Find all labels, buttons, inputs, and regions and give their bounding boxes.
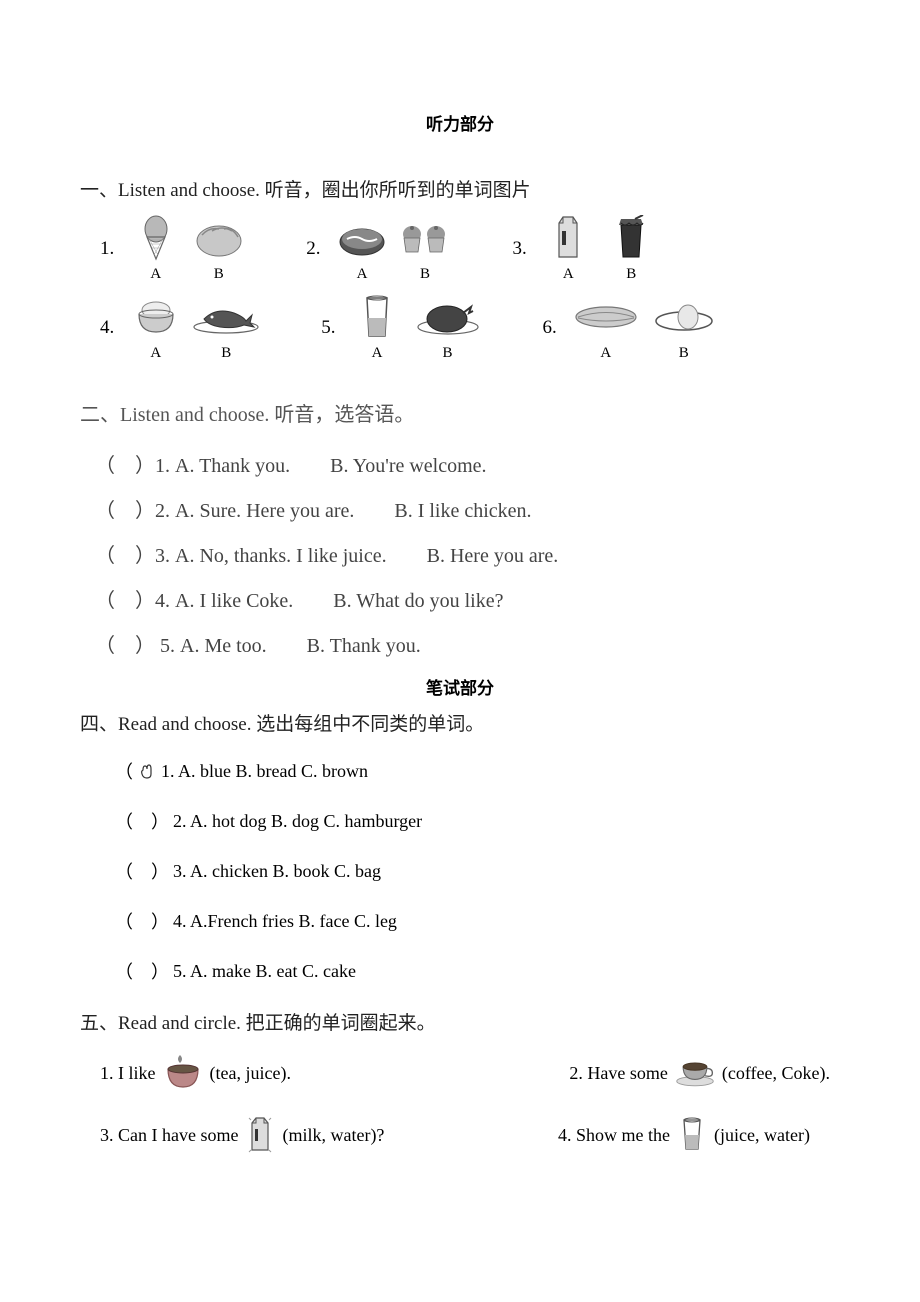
q4-b-label: B — [221, 345, 231, 362]
s5-2-post: (coffee, Coke). — [722, 1063, 830, 1084]
s4-2-text: 2. A. hot dog B. dog C. hamburger — [173, 811, 422, 832]
q6-num: 6. — [543, 317, 557, 339]
q1-a: A — [128, 214, 183, 283]
q4-group: 4. A B — [100, 293, 261, 362]
s4-3-text: 3. A. chicken B. book C. bag — [173, 861, 381, 882]
section4-header: 四、Read and choose. 选出每组中不同类的单词。 — [80, 709, 840, 736]
s2-item2: （ ）2. A. Sure. Here you are. B. I like c… — [80, 494, 840, 523]
q2-num: 2. — [306, 238, 320, 260]
s4-item3: （ ） 3. A. chicken B. book C. bag — [80, 858, 840, 884]
coke-icon — [604, 214, 659, 262]
s4-5-text: 5. A. make B. eat C. cake — [173, 961, 356, 982]
q3-a-label: A — [563, 266, 574, 283]
q6-b-label: B — [679, 345, 689, 362]
q5-b: B — [413, 293, 483, 362]
q4-b: B — [191, 293, 261, 362]
s4-3-pre: （ ） — [115, 858, 169, 884]
s2-item3: （ ）3. A. No, thanks. I like juice. B. He… — [80, 539, 840, 568]
s4-4-pre: （ ） — [115, 908, 169, 934]
coffee-icon — [674, 1053, 716, 1093]
q4-a-label: A — [150, 345, 161, 362]
chicken-icon — [413, 293, 483, 341]
s5-4-post: (juice, water) — [714, 1125, 810, 1146]
s5-4-pre: 4. Show me the — [558, 1125, 670, 1146]
q6-a: A — [571, 293, 641, 362]
s4-item5: （ ） 5. A. make B. eat C. cake — [80, 958, 840, 984]
s5-item3: 3. Can I have some (milk, water)? — [100, 1117, 384, 1153]
q2-b: B — [398, 214, 453, 283]
s5-item2: 2. Have some (coffee, Coke). — [569, 1053, 830, 1093]
q3-num: 3. — [513, 238, 527, 260]
s4-2-pre: （ ） — [115, 808, 169, 834]
ice-cream-icon — [128, 214, 183, 262]
q3-b: B — [604, 214, 659, 283]
section2-header: 二、Listen and choose. 听音，选答语。 — [80, 398, 840, 427]
q3-a: A — [541, 214, 596, 283]
hand-icon — [137, 761, 157, 781]
milk-icon — [541, 214, 596, 262]
q5-num: 5. — [321, 317, 335, 339]
s4-1-text: 1. A. blue B. bread C. brown — [161, 761, 368, 782]
s4-item2: （ ） 2. A. hot dog B. dog C. hamburger — [80, 808, 840, 834]
q5-b-label: B — [442, 345, 452, 362]
q5-group: 5. A B — [321, 293, 482, 362]
q6-b: B — [649, 293, 719, 362]
s5-2-pre: 2. Have some — [569, 1063, 667, 1084]
s5-row2: 3. Can I have some (milk, water)? 4. Sho… — [80, 1117, 840, 1153]
q1-b-label: B — [214, 266, 224, 283]
q1-num: 1. — [100, 238, 114, 260]
section5-header: 五、Read and circle. 把正确的单词圈起来。 — [80, 1008, 840, 1035]
water2-ic on — [676, 1117, 708, 1153]
bread-icon — [191, 214, 246, 262]
s2-item1: （ ）1. A. Thank you. B. You're welcome. — [80, 449, 840, 478]
q5-a: A — [350, 293, 405, 362]
rice-icon — [128, 293, 183, 341]
fish-icon — [191, 293, 261, 341]
s4-1-pre: （ — [115, 758, 133, 784]
q2-a-label: A — [357, 266, 368, 283]
q4-a: A — [128, 293, 183, 362]
q2-group: 2. A — [306, 214, 452, 283]
s4-5-pre: （ ） — [115, 958, 169, 984]
cupcakes-icon — [398, 214, 453, 262]
q1-a-label: A — [150, 266, 161, 283]
q3-group: 3. A B — [513, 214, 659, 283]
egg-icon — [649, 293, 719, 341]
section1-header: 一、Listen and choose. 听音，圈出你所听到的单词图片 — [80, 175, 840, 202]
section1-row1: 1. A B 2. — [80, 214, 840, 283]
section1-row2: 4. A B 5. — [80, 293, 840, 362]
s5-item4: 4. Show me the (juice, water) — [558, 1117, 830, 1153]
s4-4-text: 4. A.French fries B. face C. leg — [173, 911, 397, 932]
q1-b: B — [191, 214, 246, 283]
milk2-icon — [244, 1117, 276, 1153]
s5-3-pre: 3. Can I have some — [100, 1125, 238, 1146]
tea-icon — [162, 1053, 204, 1093]
s5-3-post: (milk, water)? — [282, 1125, 384, 1146]
hotdog-icon — [335, 214, 390, 262]
s5-row1: 1. I like (tea, juice). 2. Have some (co… — [80, 1053, 840, 1093]
listening-title: 听力部分 — [80, 110, 840, 135]
written-title: 笔试部分 — [80, 674, 840, 699]
s5-1-post: (tea, juice). — [210, 1063, 291, 1084]
q6-a-label: A — [600, 345, 611, 362]
q4-num: 4. — [100, 317, 114, 339]
s4-item4: （ ） 4. A.French fries B. face C. leg — [80, 908, 840, 934]
q6-group: 6. A B — [543, 293, 719, 362]
s2-item5: （ ） 5. A. Me too. B. Thank you. — [80, 629, 840, 658]
s4-item1: （ 1. A. blue B. bread C. brown — [80, 758, 840, 784]
q5-a-label: A — [372, 345, 383, 362]
q3-b-label: B — [626, 266, 636, 283]
water-icon — [350, 293, 405, 341]
sandwich-icon — [571, 293, 641, 341]
q2-b-label: B — [420, 266, 430, 283]
s5-1-pre: 1. I like — [100, 1063, 156, 1084]
q1-group: 1. A B — [100, 214, 246, 283]
q2-a: A — [335, 214, 390, 283]
s5-item1: 1. I like (tea, juice). — [100, 1053, 291, 1093]
s2-item4: （ ）4. A. I like Coke. B. What do you lik… — [80, 584, 840, 613]
